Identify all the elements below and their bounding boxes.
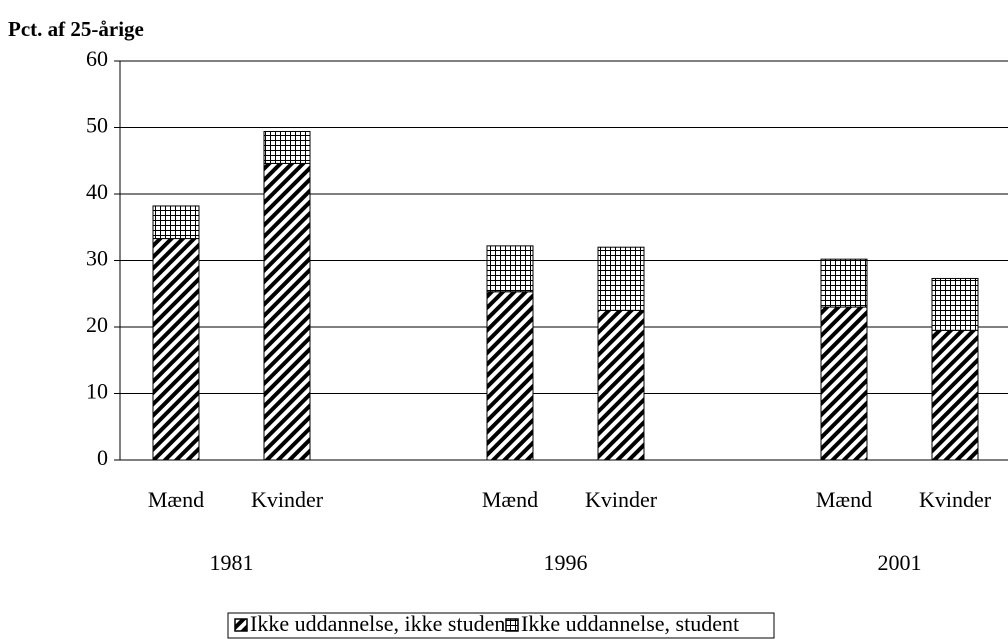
bar-segment [152,205,200,240]
legend-box [227,612,775,639]
x-tick-label: Kvinder [585,487,658,512]
bar-segment [931,329,979,461]
bar-segment [931,277,979,331]
y-tick-label: 60 [86,46,108,71]
y-axis-title: Pct. af 25-årige [8,17,144,41]
group-label: 1981 [210,550,254,575]
group-label: 1996 [544,550,588,575]
legend-swatch [505,618,519,632]
group-label: 2001 [878,550,922,575]
bar-segment [597,246,645,311]
y-tick-label: 20 [86,312,108,337]
legend-label: Ikke uddannelse, student [521,611,739,636]
y-tick-label: 30 [86,246,108,271]
x-tick-label: Mænd [482,487,538,512]
bar-segment [820,306,868,461]
x-tick-label: Mænd [148,487,204,512]
legend-label: Ikke uddannelse, ikke student [250,611,512,636]
y-tick-label: 40 [86,179,108,204]
bar-segment [820,258,868,308]
bar-segment [263,130,311,164]
y-tick-label: 50 [86,113,108,138]
x-tick-label: Mænd [816,487,872,512]
bar-segment [597,309,645,461]
legend-swatch [234,618,248,632]
bar-segment [486,291,534,461]
y-tick-label: 0 [97,445,108,470]
y-tick-label: 10 [86,379,108,404]
bar-segment [263,162,311,461]
bar-segment [152,238,200,461]
x-tick-label: Kvinder [251,487,324,512]
bar-segment [486,245,534,293]
x-tick-label: Kvinder [919,487,992,512]
